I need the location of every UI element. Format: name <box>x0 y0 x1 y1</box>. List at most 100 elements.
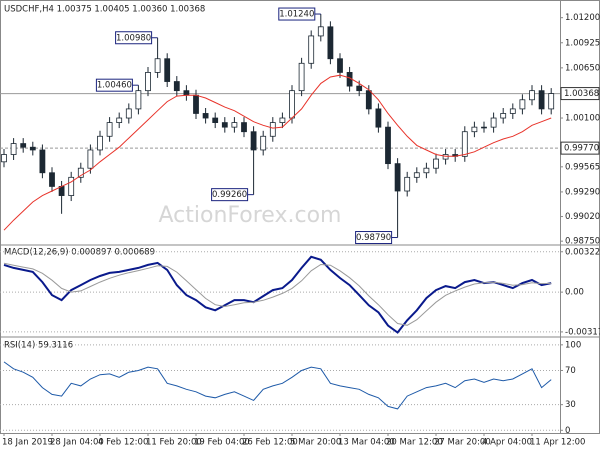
candle-body <box>183 90 190 96</box>
y-tick-label: 1.00100 <box>565 114 600 124</box>
annotation-box <box>278 7 316 21</box>
indicator-line <box>3 361 552 410</box>
x-tick-label: 11 Feb 20:00 <box>146 438 202 448</box>
candle-body <box>241 122 247 133</box>
candle-body <box>461 131 468 157</box>
price-level-label: 1.00368 <box>564 89 599 99</box>
candle-body <box>509 108 516 114</box>
candle-body <box>289 90 295 119</box>
y-tick-label: -0.003174 <box>565 327 600 337</box>
candle-body <box>519 99 526 110</box>
indicator-line <box>3 255 552 334</box>
candle-body <box>327 26 334 60</box>
annotation-label: 0.98790 <box>356 233 391 243</box>
y-tick-label: 70 <box>565 366 576 376</box>
candle-body <box>548 93 555 110</box>
x-tick-label: 27 Mar 20:00 <box>434 438 491 448</box>
chart-title: USDCHF,H4 1.00375 1.00405 1.00360 1.0036… <box>4 5 205 15</box>
candle-body <box>1 154 7 163</box>
candle-body <box>49 172 55 187</box>
candle-body <box>298 62 305 92</box>
candle-body <box>500 113 507 119</box>
candle-body <box>356 85 363 92</box>
candle-body <box>164 58 171 82</box>
candle-body <box>413 172 420 178</box>
candle-body <box>529 90 535 101</box>
x-tick-label: 11 Apr 12:00 <box>530 438 585 448</box>
candle-body <box>260 135 267 151</box>
candle-body <box>385 126 391 165</box>
y-tick-label: 30 <box>565 400 576 410</box>
candle-body <box>58 186 65 196</box>
candle-body <box>39 149 46 174</box>
x-tick-label: 26 Feb 12:00 <box>242 438 298 448</box>
candle-body <box>29 146 36 151</box>
x-tick-label: 5 Mar 20:00 <box>290 438 341 448</box>
candle-body <box>538 90 545 110</box>
annotation-label: 1.00460 <box>97 81 132 91</box>
y-tick-label: 0 <box>565 426 570 436</box>
candle-body <box>135 90 142 110</box>
candle-body <box>279 117 286 123</box>
candle-body <box>365 90 372 110</box>
watermark: ActionForex.com <box>159 203 342 228</box>
moving-average <box>3 74 552 231</box>
candle-body <box>308 35 315 64</box>
macd-title: MACD(12,26,9) 0.000897 0.000689 <box>4 248 155 258</box>
candle-body <box>68 176 75 196</box>
y-tick-label: 1.01200 <box>565 13 600 23</box>
candle-body <box>202 113 209 119</box>
candle-body <box>10 143 17 155</box>
x-tick-label: 13 Mar 04:00 <box>338 438 395 448</box>
annotation-box <box>115 31 153 45</box>
annotation-label: 1.00980 <box>116 33 151 43</box>
candle-body <box>87 149 94 169</box>
y-tick-label: 0.00 <box>565 288 584 298</box>
x-tick-label: 4 Apr 04:00 <box>482 438 532 448</box>
price-level-label: 0.99770 <box>564 144 599 154</box>
y-tick-label: 1.00925 <box>565 38 600 48</box>
y-tick-label: 0.99565 <box>565 162 600 172</box>
candle-body <box>250 131 257 151</box>
candle-body <box>20 143 27 148</box>
y-tick-label: 0.00322 <box>565 247 600 257</box>
x-tick-label: 4 Feb 12:00 <box>98 438 148 448</box>
candle-body <box>97 135 103 151</box>
candle-body <box>231 122 238 128</box>
candle-body <box>471 126 478 133</box>
candle-body <box>490 117 497 128</box>
candle-body <box>481 126 487 129</box>
y-tick-label: 0.98750 <box>565 237 600 247</box>
candle-body <box>269 122 276 137</box>
annotation-box <box>95 78 133 92</box>
candle-body <box>317 26 324 37</box>
price-level-box <box>560 87 600 101</box>
y-tick-label: 100 <box>565 340 581 350</box>
y-tick-label: 0.99290 <box>565 187 600 197</box>
x-tick-label: 19 Feb 04:00 <box>194 438 250 448</box>
indicator-line <box>3 262 552 326</box>
candle-body <box>433 158 439 169</box>
x-tick-label: 20 Mar 12:00 <box>386 438 443 448</box>
candle-body <box>375 108 382 128</box>
annotation-box <box>355 231 393 245</box>
candle-body <box>145 72 151 92</box>
candle-body <box>337 58 343 73</box>
price-level-box <box>560 141 600 155</box>
annotation-box <box>211 188 249 202</box>
candle-body <box>394 163 401 192</box>
candle-body <box>116 117 123 123</box>
candle-body <box>106 122 113 137</box>
candle-body <box>193 94 199 114</box>
y-tick-label: 1.00650 <box>565 63 600 73</box>
candle-body <box>212 117 219 123</box>
y-tick-label: 0.99020 <box>565 212 600 222</box>
candle-body <box>125 108 132 119</box>
candle-body <box>154 58 161 73</box>
candle-body <box>221 122 228 128</box>
rsi-title: RSI(14) 59.3116 <box>4 341 73 351</box>
x-tick-label: 28 Jan 04:00 <box>50 438 104 448</box>
candle-body <box>423 167 430 174</box>
